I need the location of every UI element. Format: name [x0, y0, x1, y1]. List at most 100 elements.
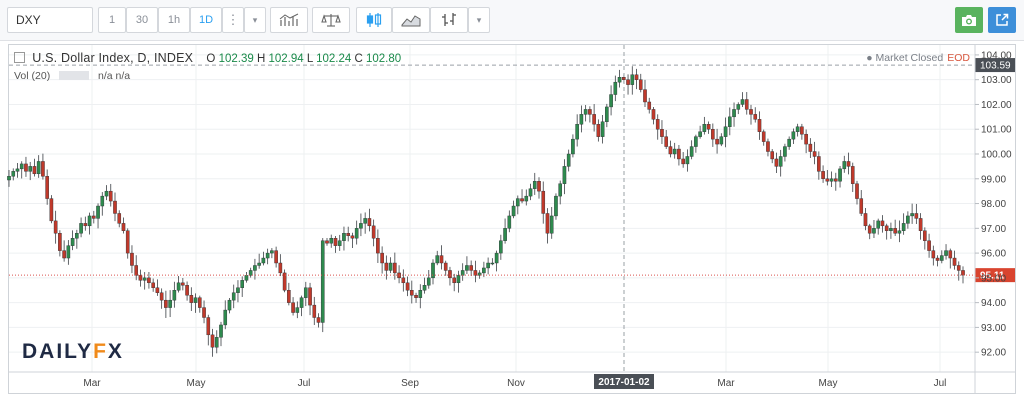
candle [342, 226, 346, 251]
candle-body [87, 215, 92, 227]
candle [304, 281, 308, 307]
candle [45, 169, 49, 205]
interval-1d-button[interactable]: 1D [190, 7, 222, 33]
candle-body [537, 181, 541, 192]
symbol-input[interactable]: DXY [7, 7, 93, 33]
share-icon[interactable] [988, 7, 1016, 33]
candle-body [452, 277, 457, 284]
candle [689, 140, 694, 160]
legend-ohlc: O 102.39 H 102.94 L 102.24 C 102.80 [206, 53, 401, 65]
candle [295, 301, 300, 319]
candle [901, 213, 906, 235]
candle-body [761, 131, 766, 142]
candle-body [405, 282, 410, 291]
candle [664, 129, 668, 150]
chart-overlay: 103.59 2017-01-02 95.11 [9, 45, 1015, 389]
candle [253, 258, 257, 280]
area-style-icon[interactable] [392, 7, 430, 33]
candle-body [367, 218, 372, 227]
candle [100, 192, 105, 216]
candle-body [151, 282, 155, 288]
candle-body [766, 141, 770, 152]
chart-style-dropdown-icon[interactable]: ▾ [468, 7, 490, 33]
candle [795, 123, 800, 137]
candle [626, 74, 630, 95]
candle [592, 104, 596, 132]
candle-body [516, 198, 520, 207]
x-tick-label: Mar [717, 378, 735, 389]
candle-body [571, 138, 575, 155]
candle-body [906, 215, 910, 224]
candle-body [630, 74, 635, 85]
candle [58, 230, 62, 257]
candle [804, 129, 808, 154]
crosshair-price-badge [975, 58, 1015, 73]
more-intervals-icon[interactable]: ⋮ [222, 7, 244, 33]
y-tick-label: 98.00 [981, 199, 1006, 210]
camera-icon[interactable] [955, 7, 983, 33]
price-axis: 92.00 93.00 94.00 95.00 96.00 97.00 98.00 99.00… [974, 45, 1012, 394]
candle [753, 107, 758, 123]
legend-collapse-icon[interactable] [14, 52, 25, 63]
y-tick-label: 97.00 [981, 224, 1006, 235]
candle [227, 297, 232, 314]
candle [778, 149, 783, 177]
candles-style-icon[interactable] [356, 7, 392, 33]
candle [549, 206, 554, 239]
candle [609, 85, 613, 116]
candle-body [384, 262, 389, 271]
candle-body [325, 240, 329, 244]
candle-body [706, 124, 711, 130]
close-label: C [354, 53, 363, 65]
candle-body [168, 299, 172, 308]
candle-body [58, 233, 62, 251]
candle [672, 142, 677, 159]
candle [655, 114, 660, 140]
candle-body [511, 205, 516, 217]
candle-body [176, 282, 181, 291]
candle [384, 255, 389, 280]
candle-body [562, 166, 567, 184]
candle-body [248, 270, 253, 276]
candle [889, 222, 893, 239]
candle-body [79, 223, 83, 234]
candle [850, 162, 855, 193]
candle [312, 296, 317, 326]
x-tick-label: Sep [401, 378, 419, 389]
candle [210, 328, 215, 357]
candle-body [918, 218, 923, 231]
candle [151, 278, 155, 292]
candle-body [223, 309, 228, 326]
compare-icon[interactable] [312, 7, 350, 33]
candle [859, 190, 864, 217]
bars-style-icon[interactable] [430, 7, 468, 33]
volume-settings-icon[interactable] [59, 71, 90, 80]
candle [337, 234, 342, 251]
candle-body [342, 233, 346, 241]
candle-body [541, 190, 546, 214]
candle-body [100, 195, 105, 207]
interval-dropdown-icon[interactable]: ▾ [244, 7, 266, 33]
candle-body [494, 252, 499, 264]
candle [787, 136, 791, 150]
candle-body [354, 228, 359, 239]
candle-body [337, 240, 342, 246]
chart-pane[interactable] [8, 44, 1016, 394]
close-value: 102.80 [365, 53, 402, 65]
candle [774, 152, 779, 173]
interval-1h-button[interactable]: 1h [158, 7, 190, 33]
y-tick-label: 96.00 [981, 249, 1006, 260]
candle-body [846, 161, 851, 167]
candle-body [91, 215, 96, 219]
interval-1-button[interactable]: 1 [98, 7, 126, 33]
candle-body [393, 262, 397, 274]
candle-body [520, 198, 524, 202]
candle [562, 159, 567, 195]
x-tick-label: Mar [83, 378, 101, 389]
interval-30-button[interactable]: 30 [126, 7, 158, 33]
candle-body [443, 262, 448, 271]
indicators-icon[interactable] [270, 7, 308, 33]
x-tick-label: Nov [507, 378, 525, 389]
chart-toolbar: DXY 1 30 1h 1D ⋮ ▾ ▾ [0, 0, 1024, 41]
